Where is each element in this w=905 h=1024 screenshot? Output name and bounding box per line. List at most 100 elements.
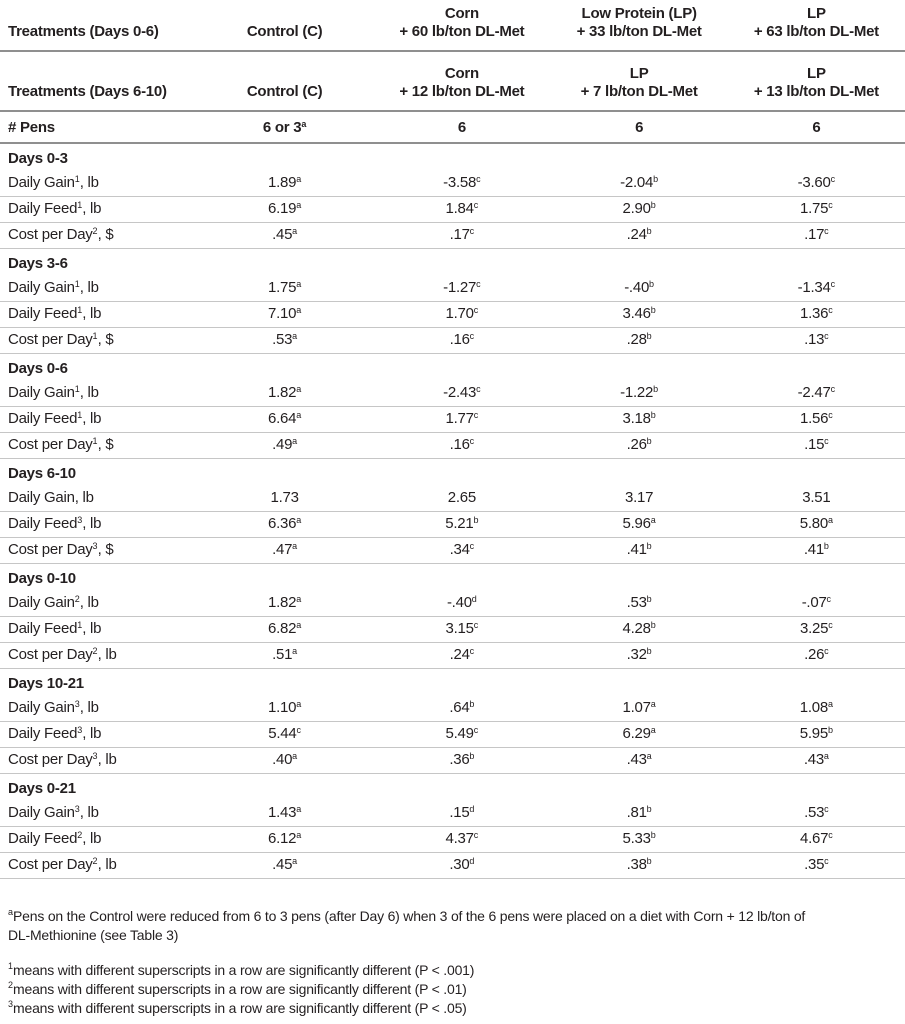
table-cell: .45a <box>272 225 298 243</box>
significance-superscript: a <box>646 750 652 761</box>
significance-superscript: a <box>296 829 302 840</box>
table-cell: 6.12a <box>268 829 302 847</box>
row-label: Daily Gain1, lb <box>8 278 99 296</box>
section-title: Days 0-21 <box>8 780 76 797</box>
row-label: Cost per Day2, $ <box>8 225 114 243</box>
section-title: Days 0-6 <box>8 360 68 377</box>
row-label: Cost per Day3, $ <box>8 540 114 558</box>
table-cell: 3.18b <box>622 409 656 427</box>
table-row: Daily Feed1, lb 7.10a 1.70c 3.46b 1.36c <box>0 302 905 328</box>
table-cell: .15c <box>804 435 829 453</box>
significance-superscript: c <box>469 645 475 656</box>
significance-superscript: c <box>824 803 829 814</box>
table-row: Daily Gain1, lb 1.89a -3.58c -2.04b -3.60c <box>0 171 905 197</box>
table-cell: .30d <box>449 855 475 873</box>
column-header-line2: + 63 lb/ton DL-Met <box>753 23 879 40</box>
row-label: Daily Gain, lb <box>8 489 94 506</box>
column-header-line2: + 12 lb/ton DL-Met <box>399 83 525 100</box>
table-cell: 1.75a <box>268 278 302 296</box>
header-row-days-0-6: Treatments (Days 0-6) Control (C) Corn + 6… <box>0 2 905 52</box>
footnote-superscript: a <box>8 907 14 918</box>
significance-superscript: a <box>292 750 298 761</box>
significance-superscript: c <box>830 278 836 289</box>
row-label: Daily Gain3, lb <box>8 698 99 716</box>
table-cell: .49a <box>272 435 298 453</box>
table-row: Cost per Day3, $ .47a .34c .41b .41b <box>0 538 905 564</box>
column-header-line2: + 13 lb/ton DL-Met <box>753 83 879 100</box>
table-cell: 4.67c <box>800 829 833 847</box>
significance-superscript: c <box>476 278 481 289</box>
significance-superscript: a <box>296 803 302 814</box>
table-cell: -2.43c <box>443 383 481 401</box>
significance-superscript: b <box>469 750 475 761</box>
footnote-significance: 3means with different superscripts in a … <box>8 999 467 1016</box>
significance-superscript: a <box>650 698 656 709</box>
column-header-line2: Control (C) <box>246 23 323 40</box>
header-row-label: Treatments (Days 6-10) <box>8 83 167 100</box>
column-header-line2: + 60 lb/ton DL-Met <box>399 23 525 40</box>
significance-superscript: a <box>827 698 833 709</box>
table-cell: .36b <box>449 750 475 768</box>
footnote-superscript: 1 <box>92 435 98 446</box>
column-header: LP + 63 lb/ton DL-Met <box>728 5 905 41</box>
table-cell: .53c <box>804 803 829 821</box>
significance-superscript: b <box>646 855 652 866</box>
table-row: Cost per Day1, $ .53a .16c .28b .13c <box>0 328 905 354</box>
row-label: Daily Feed3, lb <box>8 514 102 532</box>
footnote-superscript: 3 <box>8 999 14 1010</box>
table-body: Days 0-3 Daily Gain1, lb 1.89a -3.58c -2.04b… <box>0 144 905 879</box>
significance-superscript: c <box>828 829 833 840</box>
significance-superscript: b <box>650 304 656 315</box>
significance-superscript: b <box>646 225 652 236</box>
table-row: Daily Feed1, lb 6.82a 3.15c 4.28b 3.25c <box>0 617 905 643</box>
column-header: Control (C) <box>196 83 373 101</box>
footnote-superscript: 1 <box>74 383 80 394</box>
significance-superscript: b <box>469 698 475 709</box>
footnote-significance: 1means with different superscripts in a … <box>8 961 475 978</box>
significance-superscript: c <box>473 409 479 420</box>
table-row: Cost per Day1, $ .49a .16c .26b .15c <box>0 433 905 459</box>
significance-superscript: c <box>469 225 475 236</box>
table-cell: -1.34c <box>797 278 836 296</box>
significance-superscript: a <box>296 409 302 420</box>
table-cell: .26b <box>626 435 652 453</box>
row-label: Cost per Day3, lb <box>8 750 117 768</box>
footnote-superscript: 1 <box>74 173 80 184</box>
table-cell: 1.84c <box>445 199 479 217</box>
table-cell: -.40b <box>624 278 655 296</box>
significance-superscript: c <box>473 199 479 210</box>
table-cell: 6.19a <box>268 199 302 217</box>
significance-superscript: c <box>469 330 475 341</box>
significance-superscript: a <box>292 540 298 551</box>
header-row-days-6-10: Treatments (Days 6-10) Control (C) Corn + … <box>0 52 905 112</box>
significance-superscript: d <box>469 855 475 866</box>
table-cell: 4.37c <box>445 829 479 847</box>
column-header-line1: LP <box>807 5 826 22</box>
significance-superscript: d <box>471 593 477 604</box>
significance-superscript: a <box>296 514 302 525</box>
table-cell: 4.28b <box>622 619 656 637</box>
row-label: Daily Feed1, lb <box>8 409 102 427</box>
column-header: Low Protein (LP) + 33 lb/ton DL-Met <box>551 5 728 41</box>
column-header-line2: + 33 lb/ton DL-Met <box>576 23 702 40</box>
table-cell: 3.15c <box>445 619 479 637</box>
footnote-superscript: 2 <box>74 593 80 604</box>
table-cell: 6.64a <box>268 409 302 427</box>
table-cell: -3.58c <box>443 173 481 191</box>
table-cell: 5.44c <box>268 724 301 742</box>
footnote-significance: 2means with different superscripts in a … <box>8 980 467 997</box>
significance-superscript: a <box>296 698 302 709</box>
pens-value: 6 or 3a <box>262 118 307 136</box>
table-cell: 1.70c <box>445 304 479 322</box>
table-cell: 1.08a <box>799 698 833 716</box>
footnote-superscript: 3 <box>92 750 98 761</box>
row-label: Daily Feed1, lb <box>8 199 102 217</box>
significance-superscript: b <box>650 829 656 840</box>
row-label: Cost per Day2, lb <box>8 645 117 663</box>
table-cell: .16c <box>449 330 475 348</box>
row-label: Daily Feed1, lb <box>8 619 102 637</box>
significance-superscript: c <box>476 173 481 184</box>
pens-value: 6 <box>635 119 644 136</box>
section-title: Days 0-10 <box>8 570 76 587</box>
table-row: Cost per Day2, lb .51a .24c .32b .26c <box>0 643 905 669</box>
